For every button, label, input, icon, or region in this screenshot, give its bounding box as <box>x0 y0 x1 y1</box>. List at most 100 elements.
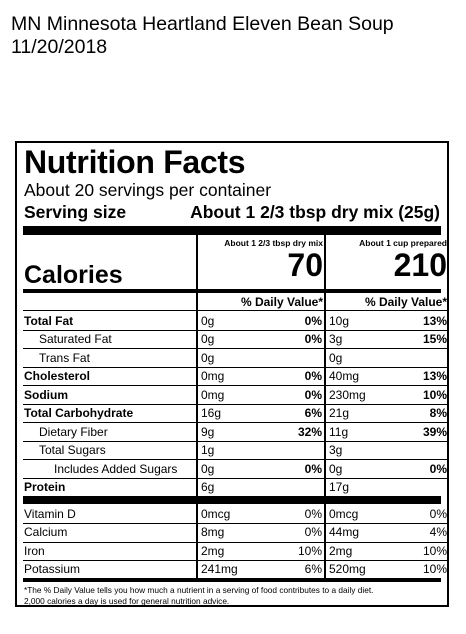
row-rule <box>23 310 196 311</box>
row-rule <box>23 523 196 525</box>
row-rule <box>326 560 447 561</box>
amount-col2: 0mcg <box>329 507 359 521</box>
amount-col1: 2mg <box>201 543 225 558</box>
row-rule <box>198 329 324 331</box>
column-divider-1 <box>196 235 198 578</box>
serving-size-value: About 1 2/3 tbsp dry mix (25g) <box>190 202 440 222</box>
amount-col2: 40mg <box>329 369 360 383</box>
row-rule <box>326 348 447 350</box>
percent-col1: 0% <box>304 332 322 346</box>
daily-value-header-col2: % Daily Value* <box>364 295 447 309</box>
row-rule <box>23 422 196 424</box>
row-rule <box>326 329 447 331</box>
percent-col2: 13% <box>422 369 447 383</box>
footnote: *The % Daily Value tells you how much a … <box>24 585 439 607</box>
product-name: MN Minnesota Heartland Eleven Bean Soup <box>11 13 394 35</box>
serving-size-label: Serving size <box>24 202 127 222</box>
row-rule <box>198 459 324 461</box>
amount-col2: 0g <box>329 350 343 365</box>
daily-value-header-col1: % Daily Value* <box>240 295 323 309</box>
amount-col2: 21g <box>329 406 350 420</box>
row-rule <box>23 440 196 442</box>
amount-col2: 0g <box>329 461 343 476</box>
nutrient-name: Sodium <box>24 387 68 402</box>
calories-value-col2: 210 <box>393 247 447 283</box>
calories-value-col1: 70 <box>287 247 323 283</box>
label-date: 11/20/2018 <box>11 36 108 58</box>
amount-col2: 44mg <box>329 525 360 540</box>
nutrient-row: Potassium 241mg 6% 520mg 10% <box>23 560 447 579</box>
servings-per-container: About 20 servings per container <box>24 180 272 200</box>
amount-col1: 0g <box>201 461 215 476</box>
nutrient-name: Includes Added Sugars <box>54 461 178 476</box>
row-rule <box>326 477 447 479</box>
row-rule <box>23 348 196 350</box>
amount-col2: 10g <box>329 313 350 328</box>
row-rule <box>198 385 324 387</box>
amount-col2: 230mg <box>329 387 366 402</box>
nutrition-facts-heading: Nutrition Facts <box>24 144 246 180</box>
row-rule <box>326 459 447 461</box>
percent-col1: 0% <box>304 313 322 328</box>
amount-col1: 0g <box>201 332 215 346</box>
percent-col2: 15% <box>422 332 447 346</box>
percent-col2: 0% <box>429 461 447 476</box>
row-rule <box>198 403 324 405</box>
thick-divider <box>23 226 441 235</box>
amount-col2: 17g <box>329 480 350 494</box>
amount-col1: 0g <box>201 313 215 328</box>
nutrient-name: Total Fat <box>24 313 74 328</box>
percent-col2: 0% <box>429 507 447 521</box>
nutrient-row: Total Carbohydrate 16g 6% 21g 8% <box>23 404 447 423</box>
row-rule <box>198 523 324 525</box>
row-rule <box>326 541 447 543</box>
nutrient-row: Total Sugars 1g 3g <box>23 441 441 460</box>
page-title: MN Minnesota Heartland Eleven Bean Soup … <box>11 13 394 59</box>
column-2-header: About 1 cup prepared <box>359 238 447 248</box>
amount-col1: 1g <box>201 443 215 457</box>
row-rule <box>198 560 324 561</box>
row-rule <box>23 329 196 331</box>
row-rule <box>198 310 324 311</box>
nutrient-row: Total Fat 0g 0% 10g 13% <box>23 312 447 331</box>
column-1-header: About 1 2/3 tbsp dry mix <box>224 238 323 248</box>
row-rule <box>198 366 324 368</box>
nutrition-facts-label: Nutrition Facts About 20 servings per co… <box>15 141 449 607</box>
row-rule <box>198 348 324 350</box>
nutrient-row: Calcium 8mg 0% 44mg 4% <box>23 523 447 542</box>
row-rule <box>326 403 447 405</box>
nutrient-name: Potassium <box>24 562 81 577</box>
percent-col1: 0% <box>304 369 322 383</box>
amount-col1: 241mg <box>201 562 238 577</box>
row-rule <box>198 541 324 543</box>
percent-col2: 10% <box>422 562 447 577</box>
calories-label: Calories <box>24 261 123 289</box>
row-rule <box>23 477 196 479</box>
nutrient-name: Iron <box>24 543 45 558</box>
nutrient-row: Dietary Fiber 9g 32% 11g 39% <box>23 423 447 442</box>
percent-col1: 0% <box>304 461 322 476</box>
calories-divider <box>23 289 441 293</box>
percent-col2: 13% <box>422 313 447 328</box>
footnote-line-2: 2,000 calories a day is used for general… <box>24 596 230 606</box>
amount-col1: 0g <box>201 350 215 365</box>
row-rule <box>198 422 324 424</box>
nutrient-row: Iron 2mg 10% 2mg 10% <box>23 542 447 561</box>
row-rule <box>326 422 447 424</box>
percent-col1: 0% <box>304 387 322 402</box>
nutrient-row: Saturated Fat 0g 0% 3g 15% <box>23 330 447 349</box>
nutrient-name: Protein <box>24 480 66 494</box>
amount-col2: 3g <box>329 332 343 346</box>
amount-col2: 2mg <box>329 543 353 558</box>
row-rule <box>326 385 447 387</box>
percent-col1: 0% <box>304 525 322 540</box>
row-rule <box>326 310 447 311</box>
nutrient-name: Total Carbohydrate <box>24 406 134 420</box>
nutrient-row: Trans Fat 0g 0g <box>23 349 441 368</box>
percent-col1: 6% <box>304 562 322 577</box>
percent-col1: 32% <box>297 424 322 439</box>
amount-col1: 0mg <box>201 369 225 383</box>
amount-col1: 16g <box>201 406 222 420</box>
row-rule <box>326 523 447 525</box>
row-rule <box>198 440 324 442</box>
